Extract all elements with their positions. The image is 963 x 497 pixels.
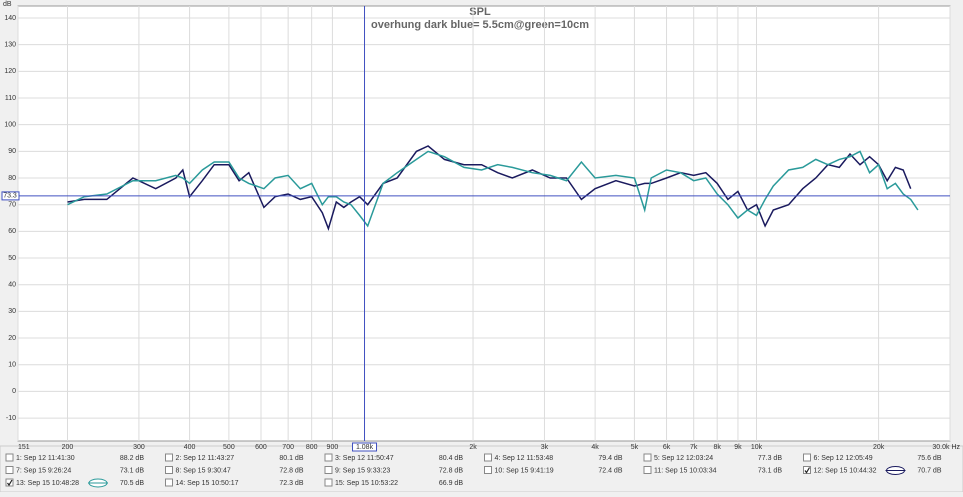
x-tick-label: 151 <box>18 444 30 451</box>
legend-name: 10: Sep 15 9:41:19 <box>495 467 554 474</box>
legend-name: 2: Sep 12 11:43:27 <box>176 455 235 462</box>
legend-checkbox[interactable] <box>484 453 492 462</box>
legend-name: 14: Sep 15 10:50:17 <box>176 480 239 487</box>
legend-name: 3: Sep 12 11:50:47 <box>335 455 394 462</box>
legend-name: 6: Sep 12 12:05:49 <box>814 455 873 462</box>
legend-checkbox[interactable] <box>803 453 811 462</box>
legend-checkbox[interactable] <box>324 478 333 487</box>
legend-level: 73.1 dB <box>758 467 782 474</box>
legend-level: 79.4 dB <box>598 455 622 462</box>
x-tick-label: 800 <box>306 444 318 451</box>
y-tick-label: 120 <box>4 68 16 75</box>
legend-checkbox[interactable] <box>484 466 492 474</box>
x-tick-label: 500 <box>223 444 235 451</box>
legend-level: 72.8 dB <box>439 467 463 474</box>
x-tick-label: 5k <box>631 444 639 451</box>
legend-name: 9: Sep 15 9:33:23 <box>335 467 390 474</box>
legend-checkbox[interactable] <box>324 453 333 462</box>
cursor-x-label: 1.08k <box>356 444 374 451</box>
y-tick-label: -10 <box>6 415 16 422</box>
legend-name: 12: Sep 15 10:44:32 <box>814 467 877 474</box>
y-tick-label: 0 <box>12 388 16 395</box>
x-tick-label: 30.0k Hz <box>932 444 960 451</box>
y-tick-label: 40 <box>8 282 16 289</box>
legend-name: 5: Sep 12 12:03:24 <box>654 455 713 462</box>
y-tick-label: 70 <box>8 202 16 209</box>
legend-checkbox[interactable] <box>643 453 652 462</box>
x-tick-label: 200 <box>62 444 74 451</box>
x-tick-label: 300 <box>133 444 145 451</box>
y-tick-label: 30 <box>8 308 16 315</box>
x-tick-label: 9k <box>734 444 742 451</box>
legend-level: 75.6 dB <box>917 455 941 462</box>
legend-name: 8: Sep 15 9:30:47 <box>176 467 231 474</box>
series-line <box>67 150 919 228</box>
legend-checkbox[interactable] <box>324 466 333 474</box>
x-tick-label: 400 <box>184 444 196 451</box>
y-tick-label: 100 <box>4 122 16 129</box>
cursor-y-box <box>1 191 20 201</box>
legend-level: 80.1 dB <box>279 455 303 462</box>
legend-checkbox[interactable] <box>165 453 173 462</box>
cursor-x-box <box>352 442 378 452</box>
chart-title: SPL <box>469 6 491 18</box>
x-tick-label: 600 <box>255 444 267 451</box>
legend-name: 1: Sep 12 11:41:30 <box>16 455 75 462</box>
x-tick-label: 2k <box>469 444 477 451</box>
plot-area <box>17 5 951 442</box>
legend-name: 15: Sep 15 10:53:22 <box>335 480 398 487</box>
legend-level: 70.7 dB <box>917 467 941 474</box>
y-tick-label: 140 <box>4 15 16 22</box>
legend-level: 73.1 dB <box>120 467 144 474</box>
legend-level: 88.2 dB <box>120 455 144 462</box>
x-tick-label: 20k <box>873 444 885 451</box>
legend-level: 77.3 dB <box>758 455 782 462</box>
legend-level: 72.3 dB <box>279 480 303 487</box>
legend-name: 4: Sep 12 11:53:48 <box>495 455 554 462</box>
x-tick-label: 4k <box>591 444 599 451</box>
y-tick-label: 20 <box>8 335 16 342</box>
x-tick-label: 900 <box>327 444 339 451</box>
checkmark <box>804 467 811 474</box>
cursor-y-label: 73.3 <box>3 193 17 200</box>
legend-level: 66.9 dB <box>439 480 463 487</box>
y-tick-label: 80 <box>8 175 16 182</box>
x-tick-label: 700 <box>282 444 294 451</box>
y-tick-label: 60 <box>8 228 16 235</box>
x-tick-label: 10k <box>751 444 763 451</box>
legend-checkbox[interactable] <box>5 466 14 474</box>
chart-subtitle: overhung dark blue= 5.5cm@green=10cm <box>371 19 589 31</box>
x-tick-label: 6k <box>663 444 671 451</box>
legend-panel <box>0 445 963 493</box>
legend-name: 11: Sep 15 10:03:34 <box>654 467 717 474</box>
legend-checkbox[interactable] <box>5 453 14 462</box>
series-line <box>67 145 912 232</box>
y-axis-label: dB <box>3 1 12 8</box>
legend-level: 80.4 dB <box>439 455 463 462</box>
legend-checkbox[interactable] <box>165 478 173 487</box>
legend-level: 72.8 dB <box>279 467 303 474</box>
legend-checkbox[interactable] <box>5 478 14 487</box>
y-tick-label: 10 <box>8 362 16 369</box>
x-tick-label: 3k <box>541 444 549 451</box>
y-tick-label: 50 <box>8 255 16 262</box>
x-tick-label: 7k <box>690 444 698 451</box>
y-tick-label: 90 <box>8 148 16 155</box>
x-tick-label: 8k <box>714 444 722 451</box>
legend-level: 70.5 dB <box>120 480 144 487</box>
legend-checkbox[interactable] <box>165 466 173 474</box>
legend-name: 13: Sep 15 10:48:28 <box>16 480 79 487</box>
checkmark <box>7 479 13 487</box>
legend-level: 72.4 dB <box>598 467 622 474</box>
legend-name: 7: Sep 15 9:26:24 <box>16 467 71 474</box>
legend-checkbox[interactable] <box>643 466 652 474</box>
y-tick-label: 130 <box>4 42 16 49</box>
legend-checkbox[interactable] <box>803 466 811 474</box>
y-tick-label: 110 <box>5 95 16 102</box>
